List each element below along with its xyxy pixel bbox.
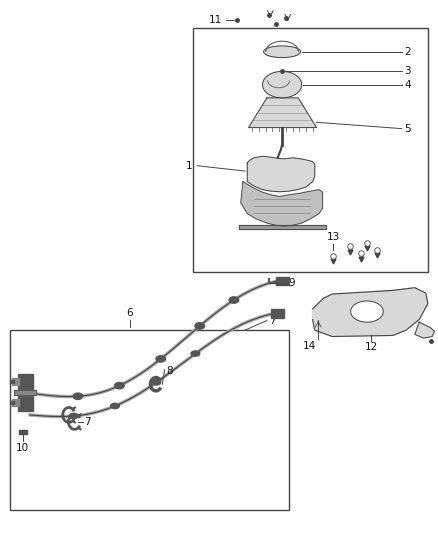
- Text: 7: 7: [268, 316, 275, 326]
- Ellipse shape: [152, 379, 161, 385]
- Polygon shape: [313, 288, 428, 336]
- Ellipse shape: [229, 297, 239, 303]
- Ellipse shape: [73, 393, 83, 399]
- Ellipse shape: [156, 356, 166, 362]
- Polygon shape: [239, 225, 325, 229]
- Ellipse shape: [195, 323, 205, 329]
- Polygon shape: [14, 390, 36, 395]
- Text: 9: 9: [289, 278, 295, 288]
- Polygon shape: [249, 98, 317, 127]
- Text: 8: 8: [166, 366, 173, 376]
- Text: 4: 4: [404, 79, 410, 90]
- Polygon shape: [18, 374, 33, 390]
- Ellipse shape: [351, 301, 383, 322]
- Polygon shape: [241, 182, 322, 226]
- Polygon shape: [415, 322, 434, 338]
- Polygon shape: [19, 430, 27, 434]
- Text: 5: 5: [404, 124, 410, 134]
- Text: 6: 6: [127, 308, 133, 318]
- Text: 10: 10: [16, 443, 29, 453]
- Text: 7: 7: [84, 417, 91, 427]
- Ellipse shape: [115, 383, 124, 389]
- Polygon shape: [18, 395, 33, 411]
- Polygon shape: [247, 156, 315, 192]
- Text: 13: 13: [326, 232, 339, 242]
- Ellipse shape: [262, 71, 302, 98]
- Text: 12: 12: [365, 342, 378, 352]
- Polygon shape: [12, 399, 19, 407]
- Text: 3: 3: [404, 67, 410, 76]
- Text: 14: 14: [302, 341, 316, 351]
- Polygon shape: [12, 378, 19, 385]
- Polygon shape: [10, 380, 14, 383]
- Bar: [10, 330, 289, 511]
- Polygon shape: [271, 309, 284, 318]
- Polygon shape: [10, 401, 14, 405]
- Ellipse shape: [264, 46, 300, 58]
- Ellipse shape: [191, 351, 200, 356]
- Text: 1: 1: [186, 161, 193, 171]
- Polygon shape: [276, 277, 289, 285]
- Ellipse shape: [69, 414, 78, 418]
- Text: 2: 2: [404, 47, 410, 56]
- Text: 11: 11: [209, 15, 223, 25]
- Bar: [193, 28, 428, 272]
- Ellipse shape: [111, 403, 119, 409]
